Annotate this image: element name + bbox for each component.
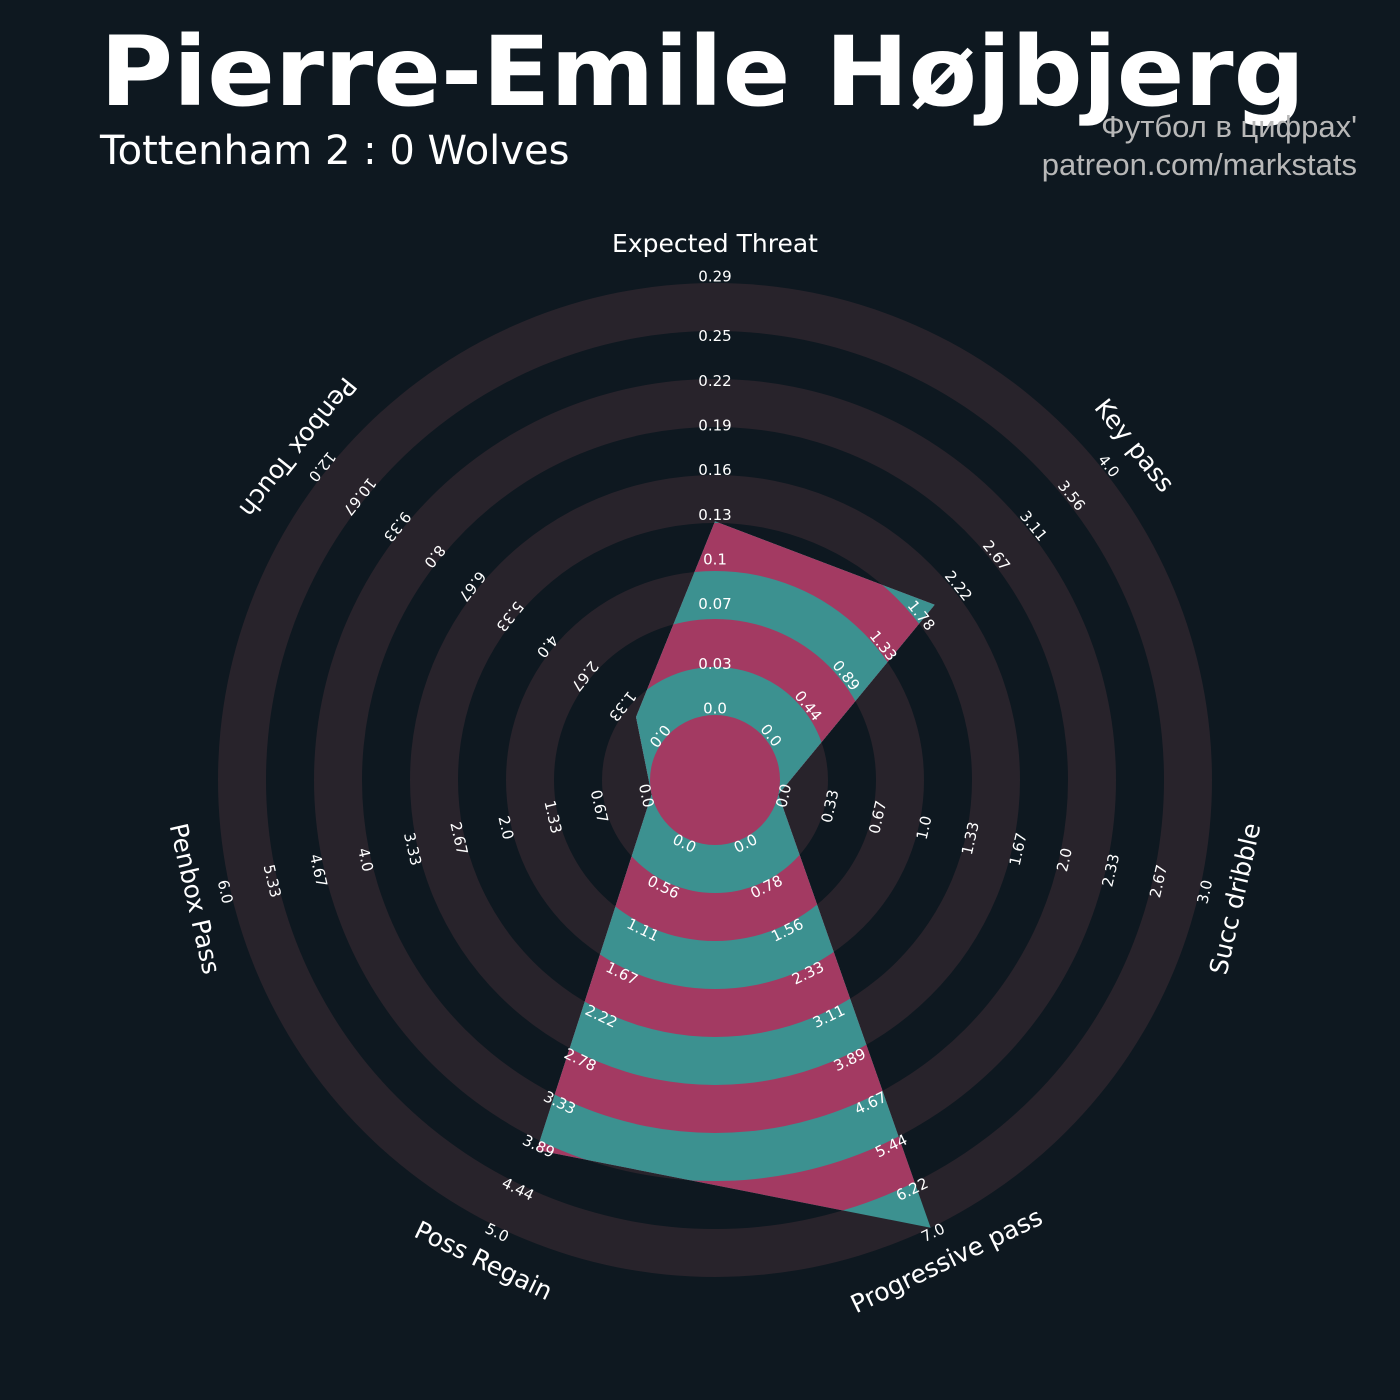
tick-label: 0.19 xyxy=(698,416,731,434)
tick-label: 0.1 xyxy=(703,551,727,569)
chart-subtitle: Tottenham 2 : 0 Wolves xyxy=(99,128,569,174)
radar-band xyxy=(650,715,780,845)
tick-label: 0.13 xyxy=(698,506,731,524)
credit: patreon.com/markstats xyxy=(1042,147,1357,182)
credit: Футбол в цифрах' xyxy=(1101,109,1357,144)
tick-label: 2.0 xyxy=(1053,846,1076,873)
param-label: Expected Threat xyxy=(612,229,818,258)
tick-label: 2.0 xyxy=(494,814,517,841)
tick-label: 0.0 xyxy=(635,782,658,809)
tick-label: 0.07 xyxy=(698,595,731,613)
tick-label: 0.0 xyxy=(772,782,795,809)
chart-title: Pierre-Emile Højbjerg xyxy=(100,16,1305,128)
tick-label: 0.16 xyxy=(698,461,731,479)
tick-label: 0.25 xyxy=(698,327,731,345)
tick-label: 4.0 xyxy=(354,846,377,873)
tick-label: 0.22 xyxy=(698,372,731,390)
tick-label: 0.0 xyxy=(703,700,727,718)
tick-label: 6.0 xyxy=(214,878,237,905)
tick-label: 3.0 xyxy=(1193,878,1216,905)
tick-label: 0.29 xyxy=(698,268,731,286)
tick-label: 1.0 xyxy=(913,814,936,841)
tick-label: 0.03 xyxy=(698,655,731,673)
